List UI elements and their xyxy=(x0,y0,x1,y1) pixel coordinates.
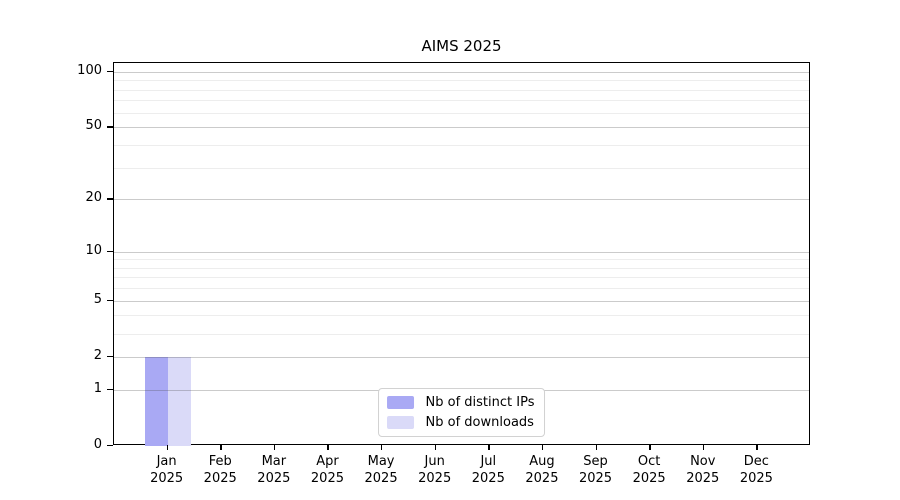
x-tick-mark-nov xyxy=(702,445,705,450)
x-tick-mark-dec xyxy=(756,445,758,450)
x-tick-label-apr: Apr 2025 xyxy=(295,453,359,487)
x-tick-label-jun: Jun 2025 xyxy=(403,453,467,487)
y-gridline-minor-4 xyxy=(114,315,809,317)
y-gridline-major-2 xyxy=(114,356,809,358)
x-tick-year: 2025 xyxy=(203,471,237,486)
y-tick-label-5: 5 xyxy=(93,291,102,307)
y-gridline-minor-3 xyxy=(114,333,809,335)
legend-label-distinct-ips: Nb of distinct IPs xyxy=(425,395,535,410)
chart-title: AIMS 2025 xyxy=(421,37,502,55)
y-gridline-minor-40 xyxy=(114,144,809,146)
x-tick-year: 2025 xyxy=(150,471,184,486)
plot-area: Nb of distinct IPs Nb of downloads xyxy=(113,62,810,446)
legend-label-downloads: Nb of downloads xyxy=(425,415,534,430)
x-tick-label-nov: Nov 2025 xyxy=(671,453,735,487)
x-tick-mark-aug xyxy=(541,445,544,450)
y-gridline-major-10 xyxy=(114,251,809,253)
y-tick-mark-50 xyxy=(107,126,113,128)
x-tick-mark-apr xyxy=(327,445,329,450)
legend-swatch-distinct-ips xyxy=(386,396,414,409)
x-tick-label-jul: Jul 2025 xyxy=(456,453,520,487)
x-tick-year: 2025 xyxy=(739,471,773,486)
legend-swatch-downloads xyxy=(386,416,414,429)
x-tick-year: 2025 xyxy=(257,471,291,486)
y-tick-label-50: 50 xyxy=(85,118,102,134)
y-gridline-minor-60 xyxy=(114,112,809,114)
y-tick-mark-5 xyxy=(107,299,113,302)
y-tick-label-10: 10 xyxy=(85,242,102,258)
y-tick-mark-0 xyxy=(107,445,113,447)
y-gridline-minor-9 xyxy=(114,259,809,261)
x-tick-label-aug: Aug 2025 xyxy=(510,453,574,487)
y-tick-label-20: 20 xyxy=(85,190,102,206)
y-tick-mark-100 xyxy=(107,70,113,73)
x-tick-mark-jun xyxy=(434,445,437,450)
bar-series1-jan xyxy=(167,356,191,446)
y-tick-mark-2 xyxy=(107,355,113,358)
y-tick-label-0: 0 xyxy=(93,437,102,452)
legend: Nb of distinct IPs Nb of downloads xyxy=(377,388,546,437)
y-tick-label-100: 100 xyxy=(77,62,102,78)
y-tick-mark-10 xyxy=(107,250,113,252)
x-tick-year: 2025 xyxy=(364,471,398,486)
y-gridline-minor-30 xyxy=(114,167,809,169)
x-tick-year: 2025 xyxy=(310,471,344,486)
x-tick-year: 2025 xyxy=(632,471,666,486)
y-gridline-major-20 xyxy=(114,199,809,201)
x-tick-label-jan: Jan 2025 xyxy=(135,453,199,487)
y-gridline-minor-6 xyxy=(114,288,809,290)
x-tick-mark-sep xyxy=(595,445,597,450)
x-tick-mark-jul xyxy=(488,445,490,450)
x-tick-label-dec: Dec 2025 xyxy=(724,453,788,487)
y-gridline-major-5 xyxy=(114,300,809,302)
x-tick-year: 2025 xyxy=(418,471,452,486)
x-tick-label-oct: Oct 2025 xyxy=(617,453,681,487)
x-tick-label-mar: Mar 2025 xyxy=(242,453,306,487)
y-tick-label-2: 2 xyxy=(93,347,102,363)
x-tick-year: 2025 xyxy=(525,471,559,486)
legend-item-distinct-ips: Nb of distinct IPs xyxy=(386,395,535,410)
y-gridline-minor-8 xyxy=(114,267,809,269)
y-gridline-major-50 xyxy=(114,127,809,129)
y-gridline-minor-7 xyxy=(114,277,809,279)
y-gridline-minor-80 xyxy=(114,89,809,91)
y-gridline-minor-70 xyxy=(114,100,809,102)
bar-series0-jan xyxy=(144,356,168,446)
y-gridline-major-100 xyxy=(114,71,809,73)
x-tick-mark-mar xyxy=(273,445,276,450)
x-tick-mark-jan xyxy=(166,445,168,450)
y-tick-label-1: 1 xyxy=(93,380,102,396)
x-tick-label-may: May 2025 xyxy=(349,453,413,487)
x-tick-mark-feb xyxy=(220,445,222,450)
x-tick-year: 2025 xyxy=(686,471,720,486)
x-tick-mark-may xyxy=(381,445,383,450)
x-tick-year: 2025 xyxy=(578,471,613,486)
x-tick-label-feb: Feb 2025 xyxy=(188,453,252,487)
x-tick-label-sep: Sep 2025 xyxy=(564,453,628,487)
y-tick-mark-1 xyxy=(107,388,113,391)
y-tick-mark-20 xyxy=(107,198,113,200)
x-tick-mark-oct xyxy=(649,445,651,450)
y-gridline-minor-90 xyxy=(114,80,809,82)
legend-item-downloads: Nb of downloads xyxy=(386,415,535,430)
x-tick-year: 2025 xyxy=(471,471,505,486)
